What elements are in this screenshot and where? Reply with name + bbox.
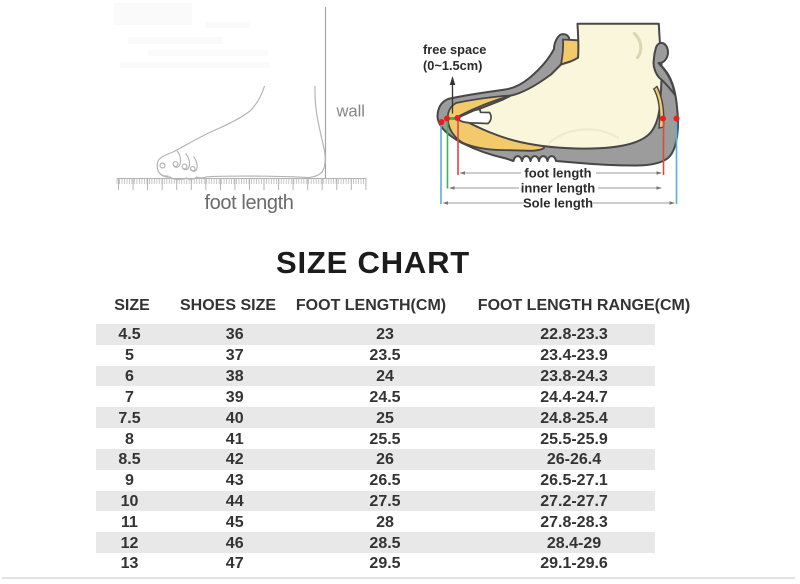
svg-text:wall: wall bbox=[336, 103, 365, 121]
svg-text:foot length: foot length bbox=[524, 166, 591, 181]
svg-text:inner length: inner length bbox=[521, 181, 595, 196]
svg-text:(0~1.5cm): (0~1.5cm) bbox=[423, 58, 482, 73]
svg-text:free space: free space bbox=[423, 42, 486, 57]
svg-text:Sole length: Sole length bbox=[523, 196, 593, 211]
svg-text:foot length: foot length bbox=[204, 192, 293, 214]
